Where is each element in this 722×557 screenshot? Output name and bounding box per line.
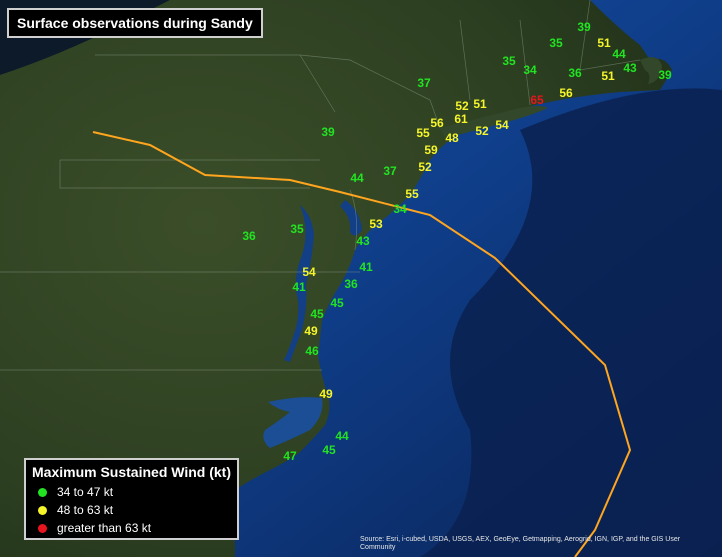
- wind-observation-low: 41: [292, 280, 306, 294]
- legend-title: Maximum Sustained Wind (kt): [32, 464, 232, 480]
- wind-observation-low: 45: [322, 443, 336, 457]
- legend-item-low: 34 to 47 kt: [32, 483, 231, 501]
- wind-observation-low: 43: [356, 234, 370, 248]
- wind-observation-mid: 61: [454, 112, 468, 126]
- wind-observation-mid: 55: [416, 126, 430, 140]
- legend-label: 34 to 47 kt: [57, 485, 114, 499]
- attribution: Source: Esri, i-cubed, USDA, USGS, AEX, …: [360, 536, 681, 551]
- wind-observation-low: 36: [568, 66, 582, 80]
- wind-observation-low: 45: [330, 296, 344, 310]
- deep-ocean: [420, 88, 722, 557]
- wind-observation-low: 39: [658, 68, 672, 82]
- wind-observation-mid: 48: [445, 131, 459, 145]
- chesapeake-bay: [284, 205, 314, 362]
- wind-observation-mid: 55: [405, 187, 419, 201]
- wind-observation-high: 65: [530, 93, 544, 107]
- wind-observation-mid: 49: [304, 324, 318, 338]
- wind-observation-low: 45: [310, 307, 324, 321]
- yellow-dot-icon: [38, 505, 47, 515]
- wind-observation-low: 37: [417, 76, 431, 90]
- wind-observation-low: 34: [523, 63, 537, 77]
- state-borders: [0, 0, 641, 371]
- wind-observation-mid: 51: [601, 69, 615, 83]
- legend-label: greater than 63 kt: [57, 521, 152, 535]
- wind-observation-mid: 53: [369, 217, 383, 231]
- wind-observation-low: 35: [502, 54, 516, 68]
- legend: Maximum Sustained Wind (kt) 34 to 47 kt …: [24, 458, 239, 540]
- wind-observation-low: 39: [577, 20, 591, 34]
- wind-observation-low: 44: [350, 171, 364, 185]
- wind-observation-low: 46: [305, 344, 319, 358]
- wind-observation-mid: 49: [319, 387, 333, 401]
- pamlico-sound: [263, 397, 323, 448]
- legend-label: 48 to 63 kt: [57, 503, 114, 517]
- wind-observation-mid: 56: [430, 116, 444, 130]
- wind-observation-mid: 59: [424, 143, 438, 157]
- wind-observation-low: 35: [549, 36, 563, 50]
- wind-observation-mid: 52: [475, 124, 489, 138]
- long-island: [440, 106, 548, 138]
- wind-observation-low: 37: [383, 164, 397, 178]
- wind-observation-low: 36: [344, 277, 358, 291]
- green-dot-icon: [38, 487, 47, 497]
- land: [0, 0, 672, 557]
- wind-observation-low: 36: [242, 229, 256, 243]
- wind-observation-low: 35: [290, 222, 304, 236]
- wind-observation-mid: 52: [418, 160, 432, 174]
- storm-track: [92, 131, 632, 557]
- legend-item-high: greater than 63 kt: [32, 519, 231, 537]
- wind-observation-low: 47: [283, 449, 297, 463]
- wind-observation-low: 34: [393, 202, 407, 216]
- wind-observation-mid: 54: [495, 118, 509, 132]
- cape-cod: [640, 57, 662, 84]
- legend-item-mid: 48 to 63 kt: [32, 501, 231, 519]
- map-title: Surface observations during Sandy: [7, 8, 263, 38]
- wind-observation-low: 39: [321, 125, 335, 139]
- wind-observation-low: 44: [612, 47, 626, 61]
- wind-observation-low: 41: [359, 260, 373, 274]
- wind-observation-mid: 54: [302, 265, 316, 279]
- wind-observation-mid: 52: [455, 99, 469, 113]
- wind-observation-low: 43: [623, 61, 637, 75]
- wind-observation-mid: 51: [597, 36, 611, 50]
- wind-observation-mid: 56: [559, 86, 573, 100]
- wind-observation-low: 44: [335, 429, 349, 443]
- red-dot-icon: [38, 523, 47, 533]
- wind-observation-mid: 51: [473, 97, 487, 111]
